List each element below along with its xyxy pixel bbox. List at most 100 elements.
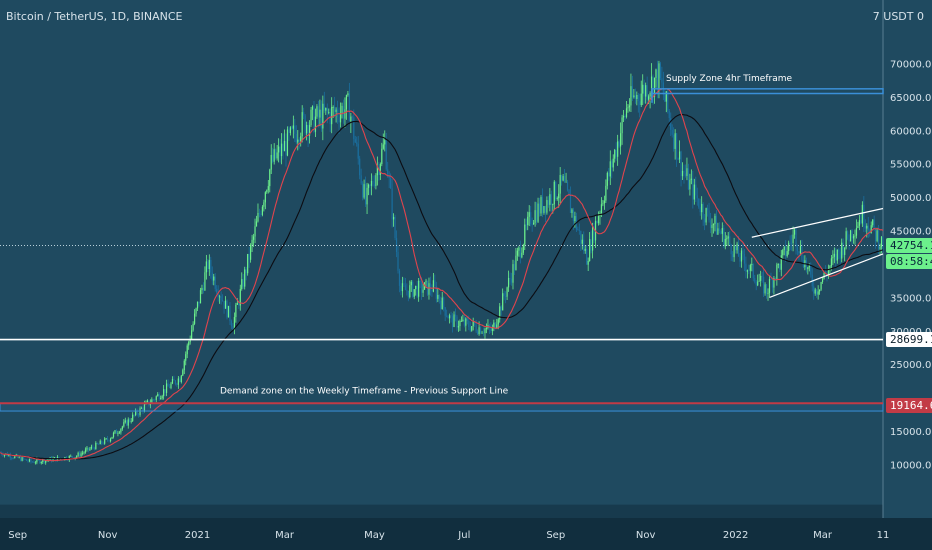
candle-body: [323, 103, 325, 111]
candle-body: [664, 94, 666, 102]
candle-body: [354, 139, 356, 143]
candle-body: [188, 342, 190, 346]
candle-body: [658, 63, 660, 91]
candle-body: [269, 169, 271, 187]
candle-body: [87, 447, 90, 451]
candle-body: [628, 105, 631, 108]
candle-body: [192, 323, 194, 331]
candle-body: [512, 264, 514, 283]
candle-body: [422, 289, 424, 293]
slow-moving-average: [0, 114, 884, 460]
candle-body: [858, 220, 861, 226]
candle-body: [581, 239, 583, 244]
candle-body: [14, 456, 16, 459]
y-tick-label: 35000.00: [890, 293, 932, 304]
candle-body: [53, 457, 56, 459]
candle-body: [120, 428, 122, 433]
candle-body: [108, 440, 110, 442]
candle-body: [553, 181, 555, 205]
candle-body: [742, 250, 744, 254]
candle-body: [416, 285, 418, 297]
candle-body: [136, 410, 138, 415]
candle-body: [586, 248, 588, 265]
candle-body: [418, 280, 420, 297]
candle-body: [591, 226, 594, 251]
candle-body: [510, 278, 513, 283]
candle-body: [300, 136, 302, 142]
candle-body: [11, 457, 13, 459]
candle-body: [50, 457, 53, 462]
candle-body: [185, 354, 187, 361]
candle-body: [583, 239, 585, 251]
candle-body: [593, 226, 595, 241]
candle-body: [202, 287, 205, 291]
candle-body: [705, 208, 707, 223]
candle-body: [524, 224, 526, 245]
candle-body: [143, 404, 146, 411]
candle-body: [353, 117, 355, 140]
candle-body: [522, 244, 524, 253]
candle-body: [844, 247, 846, 255]
candle-body: [726, 238, 728, 240]
candle-body: [356, 142, 358, 144]
candle-body: [443, 297, 445, 308]
candle-body: [129, 419, 131, 422]
candle-body: [861, 204, 863, 224]
candle-body: [807, 267, 809, 270]
candle-body: [151, 399, 153, 404]
candle-body: [754, 278, 756, 282]
candle-body: [182, 370, 184, 376]
candle-body: [655, 69, 657, 78]
candle-body: [608, 172, 610, 177]
candle-body: [320, 109, 322, 129]
candle-body: [584, 248, 586, 251]
candle-body: [154, 399, 156, 401]
candle-body: [879, 246, 881, 249]
candle-body: [671, 129, 673, 135]
candle-body: [788, 242, 790, 252]
candle-body: [762, 276, 765, 294]
candle-body: [70, 455, 72, 457]
candle-body: [124, 420, 126, 423]
y-tick-label: 10000.00: [890, 461, 932, 472]
candle-body: [706, 208, 709, 211]
candle-body: [465, 318, 467, 326]
candle-body: [577, 229, 579, 231]
candle-body: [392, 216, 395, 220]
candle-body: [170, 383, 172, 388]
candle-body: [880, 236, 883, 247]
candle-body: [696, 195, 698, 199]
candle-body: [783, 246, 785, 251]
candle-body: [497, 319, 499, 325]
candle-body: [743, 253, 746, 264]
candle-body: [241, 279, 243, 289]
candle-body: [752, 264, 754, 279]
candle-body: [8, 454, 10, 457]
candle-body: [513, 264, 516, 270]
candle-body: [109, 438, 112, 442]
candle-body: [298, 139, 300, 142]
candle-body: [740, 250, 743, 262]
candle-body: [709, 220, 712, 229]
candle-body: [624, 115, 626, 117]
candle-body: [21, 457, 23, 461]
candle-body: [571, 209, 573, 214]
candle-body: [20, 456, 22, 461]
candle-body: [737, 243, 740, 257]
candle-body: [460, 320, 463, 322]
candle-body: [115, 430, 118, 434]
candle-body: [500, 306, 502, 311]
candle-body: [117, 433, 119, 434]
candle-body: [248, 253, 250, 260]
candle-body: [485, 328, 488, 329]
candle-body: [823, 272, 825, 279]
candle-body: [360, 175, 362, 184]
candle-body: [770, 279, 772, 280]
candle-body: [507, 277, 510, 288]
candle-body: [721, 227, 723, 234]
candle-body: [810, 265, 812, 275]
candle-body: [479, 327, 482, 334]
candle-body: [780, 255, 782, 270]
